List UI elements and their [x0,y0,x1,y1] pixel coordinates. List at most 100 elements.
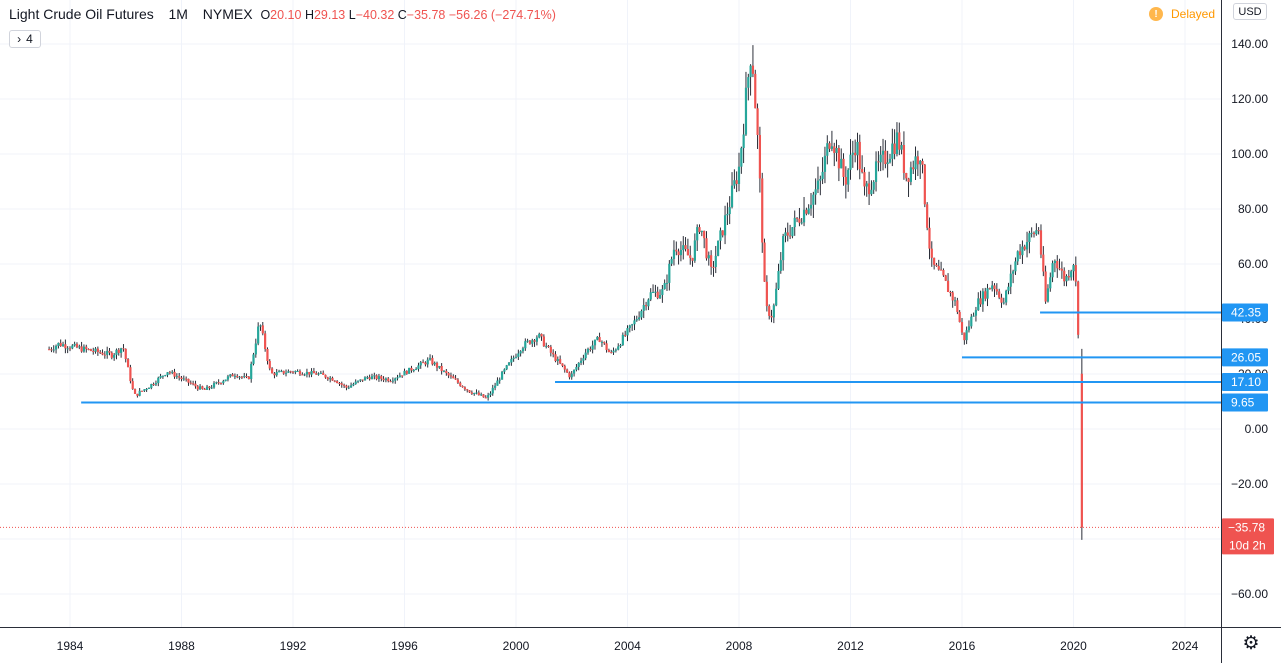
candle-body [129,367,132,382]
level-price-label: 42.35 [1231,306,1261,320]
candle-body [468,390,471,393]
candle-body [1021,246,1024,256]
candle-body [786,232,789,236]
high-value: 29.13 [313,8,346,22]
candle-body [268,360,271,369]
candle-body [73,343,76,346]
candle-body [798,218,801,223]
candle-body [250,363,253,380]
candle-body [888,158,892,163]
candle-body [461,385,464,388]
candle-body [168,372,171,374]
candle-body [110,352,113,358]
indicator-count: 4 [26,32,33,46]
candle-body [247,376,250,380]
candle-body [117,349,120,353]
candle-body [1009,273,1012,287]
candle-body [561,363,564,366]
candle-body [777,270,780,289]
info-icon: ! [1149,7,1163,21]
candle-body [814,189,817,195]
candle-body [466,389,469,391]
candle-body [487,395,490,398]
candle-body [552,352,555,355]
candle-body [979,298,982,305]
candle-body [951,292,954,301]
candle-body [301,374,304,376]
candle-body [900,145,903,150]
candle-body [333,380,336,382]
candle-body [219,382,223,384]
candle-body [442,370,446,372]
candle-body [566,369,569,373]
candle-body [394,378,397,381]
candle-body [459,382,462,386]
delayed-badge[interactable]: ! Delayed [1149,7,1215,21]
candle-body [212,383,216,388]
candle-body [675,249,678,252]
candle-body [696,227,699,241]
candle-body [349,385,353,388]
symbol-title[interactable]: Light Crude Oil Futures [9,6,154,22]
candle-body [322,372,325,375]
candle-body [136,393,139,396]
candle-body [343,384,346,386]
candle-body [329,377,332,380]
collapse-indicators-button[interactable]: › 4 [9,30,41,48]
candle-body [944,275,947,281]
candle-body [280,370,283,372]
candle-body [765,281,768,307]
candle-body [85,346,88,350]
candle-body [145,388,148,390]
candle-body [291,371,295,373]
candle-body [319,372,322,374]
candle-body [665,282,669,284]
candle-body [82,346,86,352]
candle-body [254,343,257,355]
candle-body [793,217,796,228]
candle-body [533,340,536,342]
candle-body [452,376,455,379]
candle-body [946,280,950,293]
candle-body [317,373,320,375]
candle-body [120,348,123,353]
candle-body [986,288,989,299]
gear-icon[interactable]: ⚙ [1242,633,1260,654]
candle-body [101,352,104,355]
candle-body [510,358,513,363]
candle-body [312,370,316,374]
candle-body [907,178,910,182]
candle-body [315,373,318,375]
candle-body [893,143,896,155]
time-tick-label: 2000 [503,639,530,653]
candle-body [703,230,706,239]
candle-body [545,345,548,347]
candle-body [723,215,727,236]
candle-body [742,134,745,149]
candle-body [705,238,708,259]
candle-body [840,158,843,169]
candle-body [542,336,545,347]
candle-body [1014,261,1017,272]
candle-body [1053,260,1057,264]
candle-body [59,342,62,347]
candle-body [772,305,775,318]
candle-body [196,386,199,390]
price-tick-label: −60.00 [1231,587,1268,601]
candle-body [861,169,864,173]
candle-body [751,65,755,74]
interval-label[interactable]: 1M [168,6,188,22]
candle-body [991,285,994,290]
low-value: −40.32 [355,8,395,22]
candle-body [640,310,643,318]
candle-body [164,375,167,377]
candle-body [584,352,587,359]
candle-body [728,207,731,215]
candle-body [80,346,83,352]
candle-body [596,337,599,340]
candle-body [154,383,158,385]
currency-button[interactable]: USD [1233,3,1267,20]
candle-body [512,357,515,359]
candle-body [454,378,457,380]
